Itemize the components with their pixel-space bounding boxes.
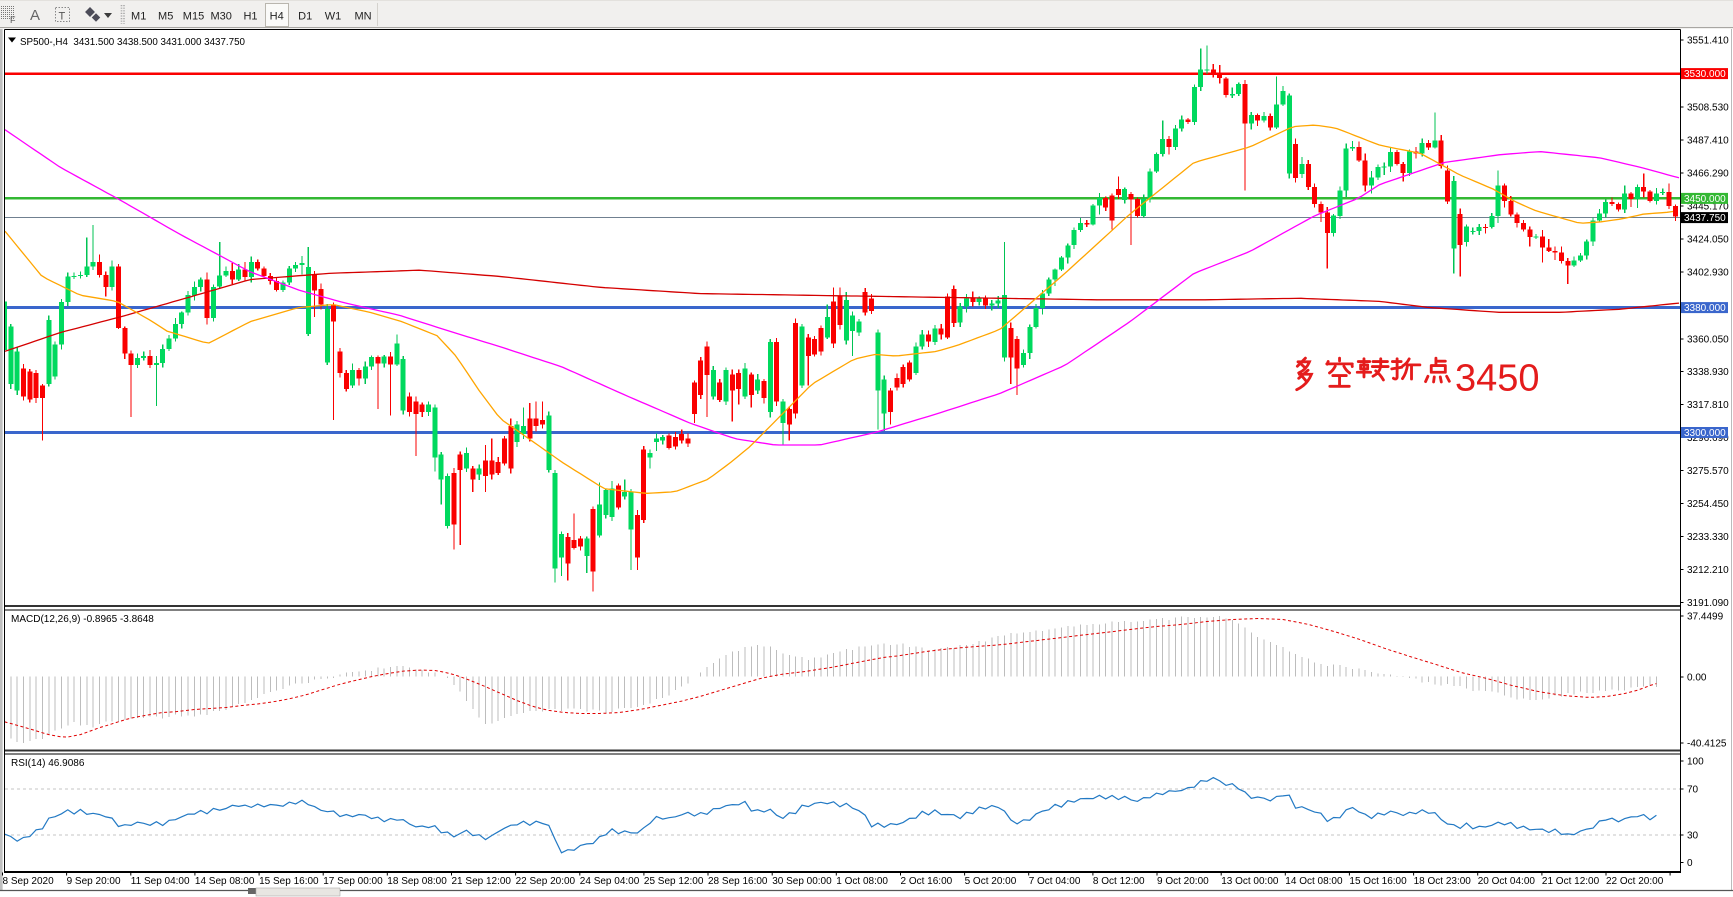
svg-text:M5: M5 [158, 11, 173, 23]
svg-text:25 Sep 12:00: 25 Sep 12:00 [644, 876, 704, 887]
svg-text:MN: MN [354, 11, 371, 23]
svg-text:3360.050: 3360.050 [1687, 334, 1729, 345]
svg-text:3254.450: 3254.450 [1687, 499, 1729, 510]
svg-text:14 Oct 08:00: 14 Oct 08:00 [1285, 876, 1343, 887]
svg-text:8 Oct 12:00: 8 Oct 12:00 [1093, 876, 1145, 887]
svg-text:70: 70 [1687, 785, 1699, 796]
svg-text:3445.170: 3445.170 [1687, 201, 1729, 212]
svg-text:3551.410: 3551.410 [1687, 36, 1729, 47]
svg-text:21 Oct 12:00: 21 Oct 12:00 [1542, 876, 1600, 887]
svg-text:0.00: 0.00 [1687, 673, 1707, 684]
svg-text:0: 0 [1687, 858, 1693, 869]
svg-text:1 Oct 08:00: 1 Oct 08:00 [836, 876, 888, 887]
svg-text:H4: H4 [270, 11, 284, 23]
svg-text:21 Sep 12:00: 21 Sep 12:00 [452, 876, 512, 887]
svg-text:30: 30 [1687, 831, 1699, 842]
svg-text:-40.4125: -40.4125 [1687, 738, 1727, 749]
svg-text:3487.410: 3487.410 [1687, 136, 1729, 147]
svg-text:2 Oct 16:00: 2 Oct 16:00 [901, 876, 953, 887]
svg-text:17 Sep 00:00: 17 Sep 00:00 [323, 876, 383, 887]
svg-text:H1: H1 [243, 11, 257, 23]
svg-text:3530.000: 3530.000 [1684, 69, 1726, 80]
svg-text:37.4499: 37.4499 [1687, 612, 1724, 623]
svg-text:3296.690: 3296.690 [1687, 433, 1729, 444]
svg-text:100: 100 [1687, 757, 1704, 768]
svg-text:18 Oct 23:00: 18 Oct 23:00 [1414, 876, 1472, 887]
svg-text:3508.530: 3508.530 [1687, 103, 1729, 114]
svg-text:M15: M15 [183, 11, 204, 23]
svg-text:A: A [30, 7, 40, 24]
svg-text:30 Sep 00:00: 30 Sep 00:00 [772, 876, 832, 887]
svg-text:M1: M1 [131, 11, 146, 23]
svg-text:RSI(14) 46.9086: RSI(14) 46.9086 [11, 758, 85, 769]
svg-text:3191.090: 3191.090 [1687, 598, 1729, 609]
svg-text:3437.750: 3437.750 [1684, 213, 1726, 224]
svg-text:22 Sep 20:00: 22 Sep 20:00 [516, 876, 576, 887]
svg-text:3275.570: 3275.570 [1687, 466, 1729, 477]
svg-text:8 Sep 2020: 8 Sep 2020 [3, 876, 55, 887]
svg-text:3380.000: 3380.000 [1684, 303, 1726, 314]
svg-text:3466.290: 3466.290 [1687, 169, 1729, 180]
svg-text:3450: 3450 [1455, 358, 1540, 400]
svg-text:13 Oct 00:00: 13 Oct 00:00 [1221, 876, 1279, 887]
svg-text:9 Sep 20:00: 9 Sep 20:00 [67, 876, 121, 887]
svg-text:D1: D1 [298, 11, 312, 23]
svg-text:3450.000: 3450.000 [1684, 194, 1726, 205]
svg-text:9 Oct 20:00: 9 Oct 20:00 [1157, 876, 1209, 887]
svg-text:3338.930: 3338.930 [1687, 367, 1729, 378]
svg-text:20 Oct 04:00: 20 Oct 04:00 [1478, 876, 1536, 887]
svg-text:5 Oct 20:00: 5 Oct 20:00 [965, 876, 1017, 887]
svg-text:14 Sep 08:00: 14 Sep 08:00 [195, 876, 255, 887]
svg-text:MACD(12,26,9) -0.8965 -3.8648: MACD(12,26,9) -0.8965 -3.8648 [11, 614, 154, 625]
svg-text:3212.210: 3212.210 [1687, 565, 1729, 576]
svg-text:W1: W1 [325, 11, 342, 23]
svg-text:3317.810: 3317.810 [1687, 400, 1729, 411]
svg-text:3300.000: 3300.000 [1684, 428, 1726, 439]
svg-text:22 Oct 20:00: 22 Oct 20:00 [1606, 876, 1664, 887]
svg-text:11 Sep 04:00: 11 Sep 04:00 [131, 876, 190, 887]
svg-text:15 Oct 16:00: 15 Oct 16:00 [1349, 876, 1407, 887]
svg-text:28 Sep 16:00: 28 Sep 16:00 [708, 876, 768, 887]
svg-text:T: T [59, 11, 66, 23]
svg-text:M30: M30 [210, 11, 231, 23]
svg-text:24 Sep 04:00: 24 Sep 04:00 [580, 876, 640, 887]
svg-text:SP500-,H4 3431.500 3438.500 3: SP500-,H4 3431.500 3438.500 3431.000 343… [20, 37, 246, 48]
svg-text:18 Sep 08:00: 18 Sep 08:00 [387, 876, 447, 887]
svg-text:F: F [10, 15, 16, 25]
svg-text:3233.330: 3233.330 [1687, 532, 1729, 543]
svg-text:3424.050: 3424.050 [1687, 234, 1729, 245]
svg-text:7 Oct 04:00: 7 Oct 04:00 [1029, 876, 1081, 887]
svg-text:3402.930: 3402.930 [1687, 267, 1729, 278]
svg-text:15 Sep 16:00: 15 Sep 16:00 [259, 876, 319, 887]
